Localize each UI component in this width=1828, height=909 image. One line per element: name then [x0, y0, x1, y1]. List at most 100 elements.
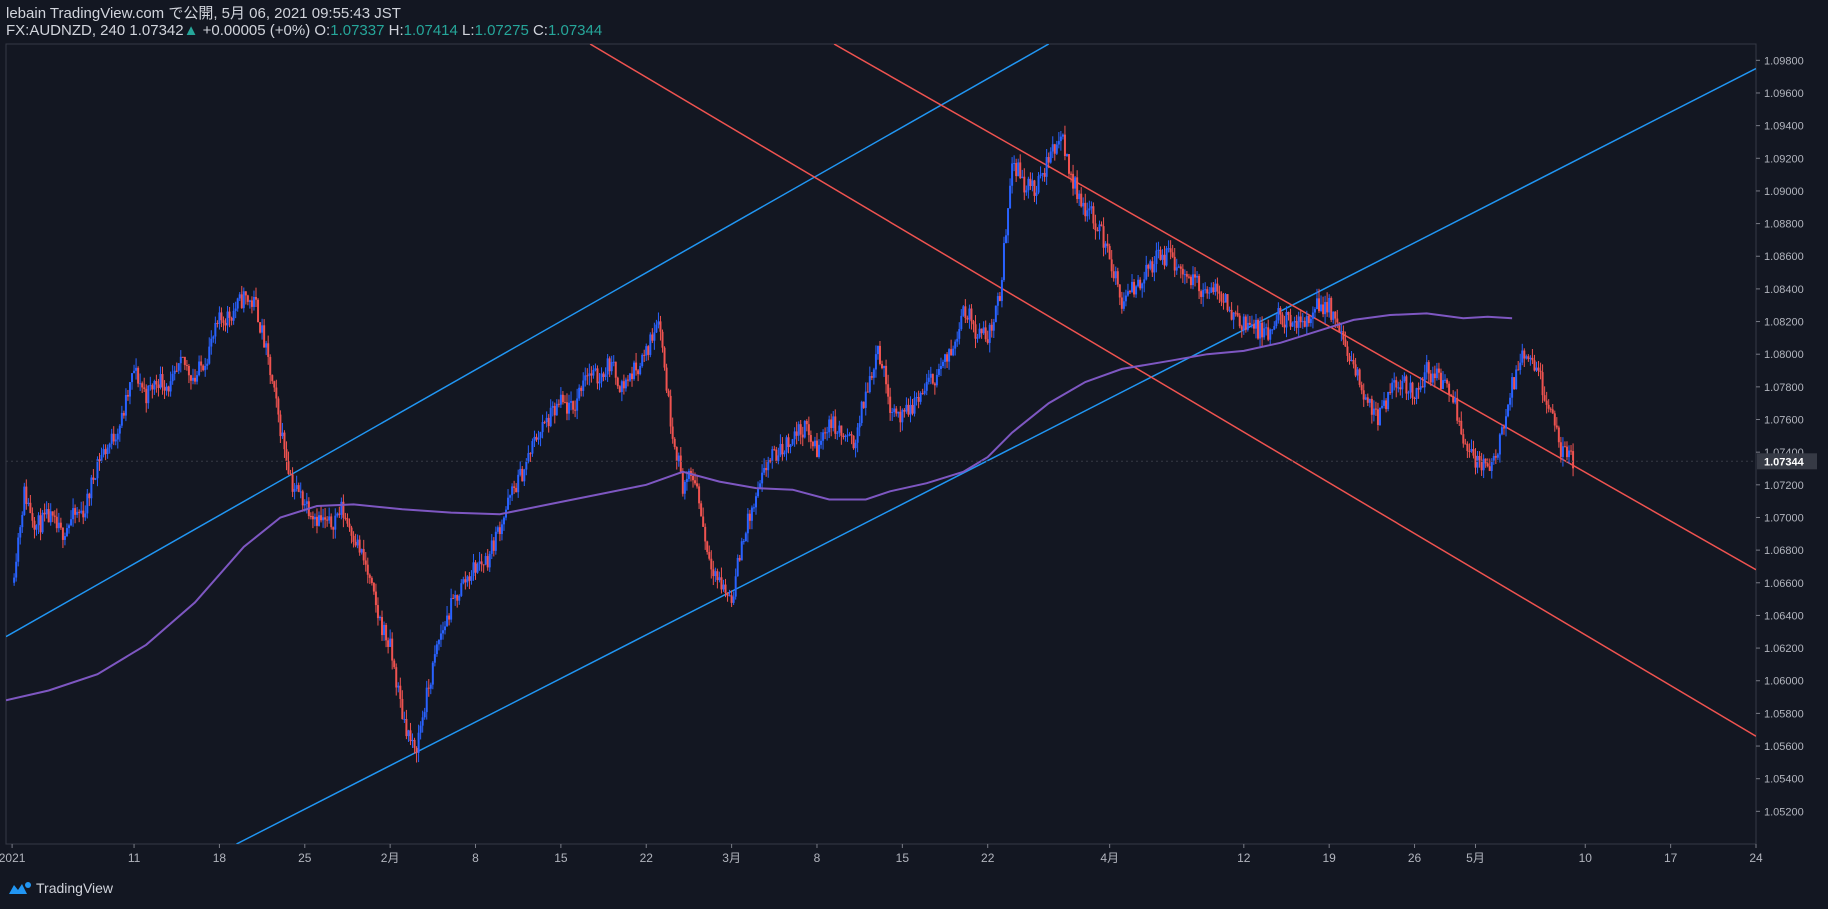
candle-body [691, 475, 694, 481]
candle-body [98, 459, 101, 462]
candle-body [90, 477, 93, 499]
candle-body [574, 409, 577, 411]
price-tick-label: 1.06400 [1764, 610, 1804, 622]
candle-body [1224, 294, 1227, 303]
candle-body [1171, 252, 1174, 257]
time-tick-label: 12 [1237, 851, 1251, 865]
candle-body [941, 361, 944, 367]
candle-body [299, 491, 302, 493]
candle-body [328, 516, 331, 521]
candle-body [775, 449, 778, 462]
candle-body [1257, 319, 1260, 339]
candle-body [811, 441, 814, 447]
candle-body [1124, 295, 1127, 302]
candle-body [429, 684, 432, 689]
candle-body [431, 662, 434, 685]
candle-body [1015, 163, 1018, 177]
candle-body [246, 295, 249, 302]
candle-body [876, 345, 879, 355]
candle-body [1555, 425, 1558, 428]
candle-body [626, 379, 629, 381]
candle-body [1068, 154, 1071, 174]
candle-body [1299, 316, 1302, 323]
candle-body [850, 434, 853, 436]
candle-body [1439, 372, 1442, 389]
candle-body [761, 472, 764, 484]
candle-body [267, 343, 270, 357]
candle-body [84, 513, 87, 518]
time-axis[interactable]: 2021 11 18 25 2月 8 15 22 3月 8 15 22 4月 12 19 26 5月 10 17 24 [0, 844, 1763, 865]
candle-body [612, 361, 615, 363]
candle-body [315, 516, 318, 526]
candle-body [61, 527, 64, 540]
candle-body [565, 402, 568, 414]
candle-body [285, 449, 288, 462]
candle-body [1202, 289, 1205, 297]
candle-body [992, 322, 995, 331]
high-label: H: [388, 22, 404, 39]
candle-body [771, 449, 774, 462]
candle-body [252, 296, 255, 307]
candle-body [1399, 387, 1402, 390]
candle-body [476, 563, 479, 573]
candle-body [1076, 177, 1079, 200]
candle-body [1527, 356, 1530, 360]
candle-body [730, 595, 733, 603]
candle-body [1362, 390, 1365, 400]
price-axis[interactable]: 1.05200 1.05400 1.05600 1.05800 1.06000 1.062… [1756, 55, 1804, 818]
candle-body [250, 300, 253, 307]
candle-body [1187, 276, 1190, 278]
candle-body [151, 385, 154, 390]
candle-body [1218, 291, 1221, 294]
candle-body [500, 524, 503, 535]
candle-body [218, 312, 221, 324]
candle-body [529, 453, 532, 455]
red-trendline [589, 44, 1756, 737]
time-tick-label: 25 [298, 851, 312, 865]
candle-body [1494, 456, 1497, 458]
candle-body [354, 541, 357, 546]
candle-body [1324, 301, 1327, 315]
candle-body [698, 486, 701, 504]
candle-body [1289, 314, 1292, 327]
candle-body [950, 349, 953, 356]
candle-body [1322, 304, 1325, 315]
price-tick-label: 1.06600 [1764, 578, 1804, 590]
candle-body [1143, 279, 1146, 284]
candle-body [822, 432, 825, 441]
candle-body [525, 461, 528, 470]
candle-body [972, 321, 975, 325]
candle-body [1250, 324, 1253, 326]
candle-body [1529, 357, 1532, 360]
tradingview-footer[interactable]: TradingView [8, 880, 113, 896]
candle-body [842, 435, 845, 438]
candle-body [370, 577, 373, 583]
candle-body [795, 431, 798, 436]
candle-body [427, 687, 430, 689]
candle-body [216, 322, 219, 324]
candle-body [899, 411, 902, 423]
time-tick-label: 11 [128, 851, 141, 865]
candle-body [1318, 298, 1321, 312]
candle-body [1017, 162, 1020, 177]
candle-body [230, 317, 233, 321]
candle-body [718, 577, 721, 581]
candle-body [1065, 154, 1068, 156]
candle-body [55, 516, 58, 529]
trendlines[interactable] [6, 44, 1756, 844]
time-tick-label: 15 [554, 851, 568, 865]
plot-area[interactable] [5, 43, 1757, 845]
candle-body [273, 381, 276, 388]
candle-body [135, 367, 138, 371]
candle-body [1098, 224, 1101, 232]
candle-body [750, 507, 753, 521]
candle-body [568, 402, 571, 414]
candle-body [1157, 249, 1160, 251]
candle-body [1246, 322, 1249, 330]
candle-body [494, 531, 497, 551]
symbol-label[interactable]: FX:AUDNZD, 240 [6, 22, 126, 39]
candle-body [1220, 293, 1223, 302]
candle-body [643, 354, 646, 356]
candle-body [374, 591, 377, 606]
